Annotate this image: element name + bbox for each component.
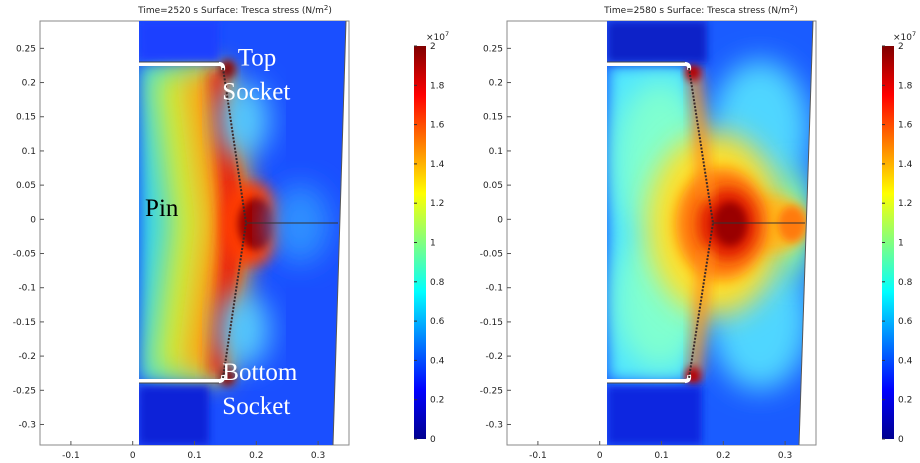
colorbar-multiplier: ×107 — [426, 30, 449, 43]
y-tick-label: 0.15 — [16, 113, 36, 123]
y-tick-label: 0.1 — [489, 147, 503, 157]
x-tick-label: 0.2 — [249, 451, 263, 461]
x-tick-label: 0 — [130, 451, 136, 461]
colorbar-tick-label: 2 — [898, 42, 904, 52]
y-tick-label: 0.25 — [483, 44, 503, 54]
y-tick-label: -0.3 — [18, 420, 36, 430]
x-tick-label: 0 — [597, 451, 603, 461]
colorbar-tick-label: 0.2 — [430, 396, 444, 406]
y-tick-label: 0.2 — [489, 79, 503, 89]
annotation-label: Socket — [222, 79, 290, 106]
heatmap-panel-left: Time=2520 s Surface: Tresca stress (N/m2… — [13, 4, 449, 461]
y-tick-label: 0.1 — [22, 147, 36, 157]
y-tick-label: -0.1 — [18, 284, 36, 294]
y-tick-label: 0 — [497, 215, 503, 225]
colorbar-tick-label: 0.4 — [430, 356, 445, 366]
colorbar-tick-label: 0.8 — [898, 278, 913, 288]
y-tick-label: -0.15 — [13, 318, 36, 328]
colorbar-tick-label: 0.4 — [898, 356, 913, 366]
y-tick-label: -0.2 — [18, 352, 36, 362]
annotation-label: Pin — [145, 195, 179, 222]
y-tick-label: -0.3 — [485, 420, 503, 430]
colorbar-tick-label: 1.4 — [898, 160, 913, 170]
x-tick-label: -0.1 — [62, 451, 80, 461]
heatmap-panel-right: Time=2580 s Surface: Tresca stress (N/m2… — [480, 4, 916, 461]
y-tick-label: -0.25 — [13, 386, 36, 396]
y-tick-label: 0.15 — [483, 113, 503, 123]
pin-outline — [139, 61, 219, 384]
colorbar-tick-label: 1.4 — [430, 160, 445, 170]
colorbar-tick-label: 0.8 — [430, 278, 445, 288]
axes: 0.25 0.2 0.15 0.1 0.05 0 -0.05 -0.1 -0.15 -0.2 -0.… — [13, 44, 326, 461]
colorbar-tick-label: 1 — [430, 239, 436, 249]
colorbar-tick-label: 1.2 — [430, 199, 444, 209]
colorbar-tick-label: 1.6 — [430, 121, 445, 131]
colorbar-ticks: 2 1.8 1.6 1.4 1.2 1 0.8 0.6 0.4 0.2 0 — [882, 42, 913, 445]
pin-outline — [607, 61, 685, 384]
annotation-label: Socket — [222, 393, 290, 420]
y-tick-label: -0.05 — [13, 250, 36, 260]
y-tick-label: 0.2 — [22, 79, 36, 89]
annotation-label: Bottom — [222, 359, 298, 386]
colorbar-tick-label: 0.2 — [898, 396, 912, 406]
colorbar-ticks: 2 1.8 1.6 1.4 1.2 1 0.8 0.6 0.4 0.2 0 — [414, 42, 445, 445]
colorbar — [882, 46, 894, 439]
x-tick-label: -0.1 — [529, 451, 547, 461]
y-tick-label: -0.05 — [480, 250, 503, 260]
socket-outer-edge — [332, 20, 347, 446]
x-tick-label: 0.1 — [187, 451, 201, 461]
y-tick-label: 0.05 — [483, 181, 503, 191]
annotation-label: Top — [238, 44, 277, 71]
x-tick-label: 0.1 — [654, 451, 668, 461]
x-tick-label: 0.3 — [311, 451, 325, 461]
colorbar-tick-label: 1.8 — [430, 81, 445, 91]
colorbar-multiplier: ×107 — [893, 30, 916, 43]
x-tick-label: 0.2 — [716, 451, 730, 461]
y-tick-label: 0 — [30, 215, 36, 225]
y-tick-label: 0.05 — [16, 181, 36, 191]
colorbar-tick-label: 1.2 — [898, 199, 912, 209]
colorbar-tick-label: 1.6 — [898, 121, 913, 131]
y-tick-label: -0.1 — [485, 284, 503, 294]
y-tick-label: -0.15 — [480, 318, 503, 328]
colorbar-tick-label: 1.8 — [898, 81, 913, 91]
colorbar-tick-label: 1 — [898, 239, 904, 249]
socket-outer-edge — [798, 20, 814, 446]
panel-title: Time=2520 s Surface: Tresca stress (N/m2… — [137, 4, 332, 16]
x-tick-label: 0.3 — [778, 451, 792, 461]
colorbar-tick-label: 2 — [430, 42, 436, 52]
colorbar — [414, 46, 426, 439]
panel-title: Time=2580 s Surface: Tresca stress (N/m2… — [603, 4, 798, 16]
y-tick-label: 0.25 — [16, 44, 36, 54]
colorbar-tick-label: 0 — [430, 435, 436, 445]
colorbar-tick-label: 0 — [898, 435, 904, 445]
axes: 0.25 0.2 0.15 0.1 0.05 0 -0.05 -0.1 -0.15 -0.2 -0.… — [480, 44, 793, 461]
y-tick-label: -0.2 — [485, 352, 503, 362]
colorbar-tick-label: 0.6 — [898, 317, 913, 327]
y-tick-label: -0.25 — [480, 386, 503, 396]
annotations: Top Socket Pin Bottom Socket — [145, 44, 298, 420]
colorbar-tick-label: 0.6 — [430, 317, 445, 327]
